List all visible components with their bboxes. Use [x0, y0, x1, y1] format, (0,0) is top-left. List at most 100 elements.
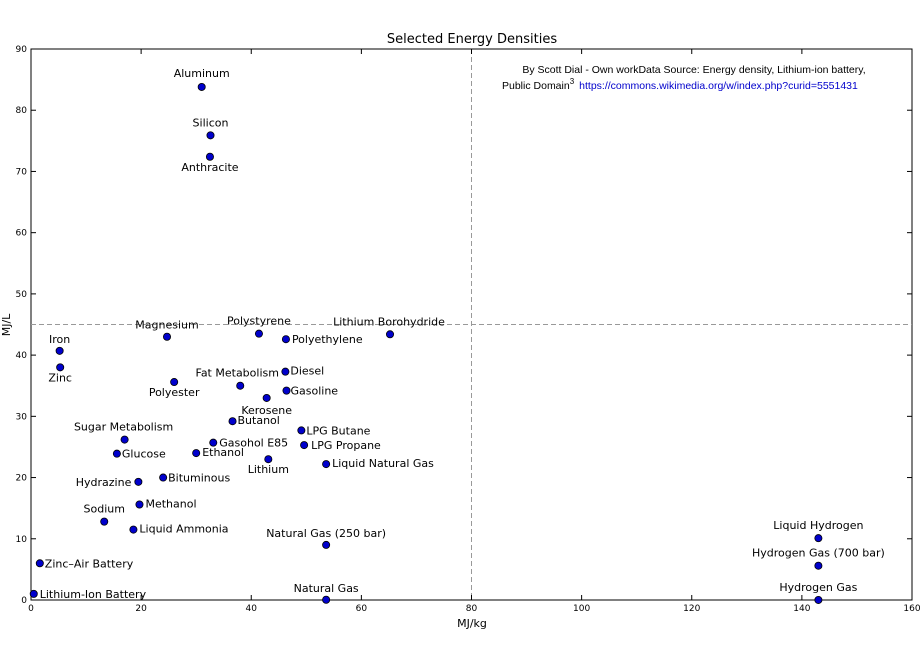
point-label: Polystyrene	[227, 315, 291, 328]
scatter-point	[281, 367, 290, 376]
chart-title: Selected Energy Densities	[387, 32, 557, 47]
point-label: LPG Butane	[306, 424, 370, 437]
y-tick-label: 40	[16, 351, 28, 361]
scatter-point	[120, 435, 129, 444]
point-label: Liquid Hydrogen	[773, 519, 863, 532]
y-tick-label: 10	[16, 535, 28, 545]
point-label: Sugar Metabolism	[74, 421, 173, 434]
point-label: Butanol	[238, 414, 280, 427]
point-labels: Aluminum Silicon Anthracite Magnesium Polyst…	[40, 67, 885, 601]
reference-lines	[31, 49, 912, 600]
x-tick-label: 160	[903, 604, 920, 614]
scatter-point	[197, 82, 206, 91]
x-tick-label: 140	[793, 604, 810, 614]
credit-box: By Scott Dial - Own workData Source: Ene…	[502, 64, 866, 92]
scatter-point	[322, 460, 331, 469]
y-tick-label: 50	[16, 290, 28, 300]
x-axis-ticks: 0 20 40 60 80 100 120 140 160	[28, 49, 920, 614]
x-axis-label: MJ/kg	[457, 617, 487, 630]
scatter-point	[129, 525, 138, 534]
scatter-point	[264, 455, 273, 464]
point-label: Liquid Natural Gas	[332, 457, 434, 470]
scatter-point	[814, 534, 823, 543]
point-label: Natural Gas	[294, 582, 359, 595]
scatter-point	[56, 363, 65, 372]
point-label: Gasohol E85	[219, 437, 288, 450]
point-label: Anthracite	[181, 161, 238, 174]
point-label: Gasoline	[290, 385, 338, 398]
scatter-point	[386, 330, 395, 339]
scatter-point	[322, 595, 331, 604]
point-label: Polyester	[149, 386, 200, 399]
point-label: Methanol	[145, 497, 196, 510]
point-label: Fat Metabolism	[196, 367, 279, 380]
credit-license: Public Domain	[502, 80, 570, 92]
scatter-point	[100, 517, 109, 526]
point-label: Silicon	[193, 116, 229, 129]
scatter-point	[236, 381, 245, 390]
credit-line-2: Public Domain3 https://commons.wikimedia.…	[502, 77, 858, 92]
data-points	[29, 82, 823, 604]
y-tick-label: 30	[16, 412, 28, 422]
point-label: Hydrogen Gas (700 bar)	[752, 547, 885, 560]
scatter-point	[112, 449, 121, 458]
point-label: Zinc–Air Battery	[45, 557, 134, 570]
y-axis-ticks: 0 10 20 30 40 50 60 70 80 90	[16, 45, 912, 606]
y-tick-label: 60	[16, 229, 28, 239]
point-label: LPG Propane	[311, 439, 381, 452]
scatter-point	[228, 417, 237, 426]
credit-line-1: By Scott Dial - Own workData Source: Ene…	[522, 64, 865, 76]
scatter-point	[163, 332, 172, 341]
point-label: Aluminum	[174, 67, 230, 80]
scatter-point	[209, 438, 218, 447]
scatter-point	[29, 589, 38, 598]
x-tick-label: 120	[683, 604, 700, 614]
scatter-point	[254, 329, 263, 338]
point-label: Hydrogen Gas	[779, 581, 857, 594]
point-label: Natural Gas (250 bar)	[266, 527, 386, 540]
scatter-point	[300, 441, 309, 450]
x-tick-label: 100	[573, 604, 590, 614]
point-label: Liquid Ammonia	[139, 523, 228, 536]
scatter-point	[205, 152, 214, 161]
point-label: Lithium	[248, 463, 289, 476]
point-label: Lithium-Ion Battery	[40, 588, 147, 601]
credit-superscript: 3	[570, 77, 575, 86]
point-label: Iron	[49, 333, 70, 346]
x-tick-label: 0	[28, 604, 34, 614]
x-tick-label: 80	[466, 604, 478, 614]
scatter-point	[206, 131, 215, 140]
scatter-point	[135, 500, 144, 509]
point-label: Zinc	[48, 371, 72, 384]
credit-link[interactable]: https://commons.wikimedia.org/w/index.ph…	[579, 80, 858, 92]
scatter-point	[192, 449, 201, 458]
point-label: Kerosene	[241, 404, 292, 417]
scatter-point	[134, 477, 143, 486]
y-axis-label: MJ/L	[0, 313, 13, 336]
scatter-point	[262, 393, 271, 402]
x-tick-label: 20	[135, 604, 147, 614]
x-tick-label: 40	[246, 604, 258, 614]
scatter-point	[814, 595, 823, 604]
point-label: Polyethylene	[292, 333, 363, 346]
y-tick-label: 90	[16, 45, 28, 55]
point-label: Hydrazine	[76, 476, 132, 489]
scatter-point	[159, 473, 168, 482]
scatter-point	[35, 559, 44, 568]
point-label: Diesel	[290, 365, 324, 378]
scatter-point	[297, 426, 306, 435]
y-tick-label: 0	[21, 596, 27, 606]
scatter-point	[55, 346, 64, 355]
scatter-point	[282, 386, 291, 395]
scatter-point	[281, 335, 290, 344]
point-label: Lithium Borohydride	[333, 315, 445, 328]
scatter-point	[322, 540, 331, 549]
y-tick-label: 80	[16, 106, 28, 116]
point-label: Sodium	[84, 503, 125, 516]
y-tick-label: 70	[16, 167, 28, 177]
scatter-point	[814, 561, 823, 570]
x-tick-label: 60	[356, 604, 368, 614]
point-label: Bituminous	[168, 472, 230, 485]
point-label: Magnesium	[135, 319, 198, 332]
